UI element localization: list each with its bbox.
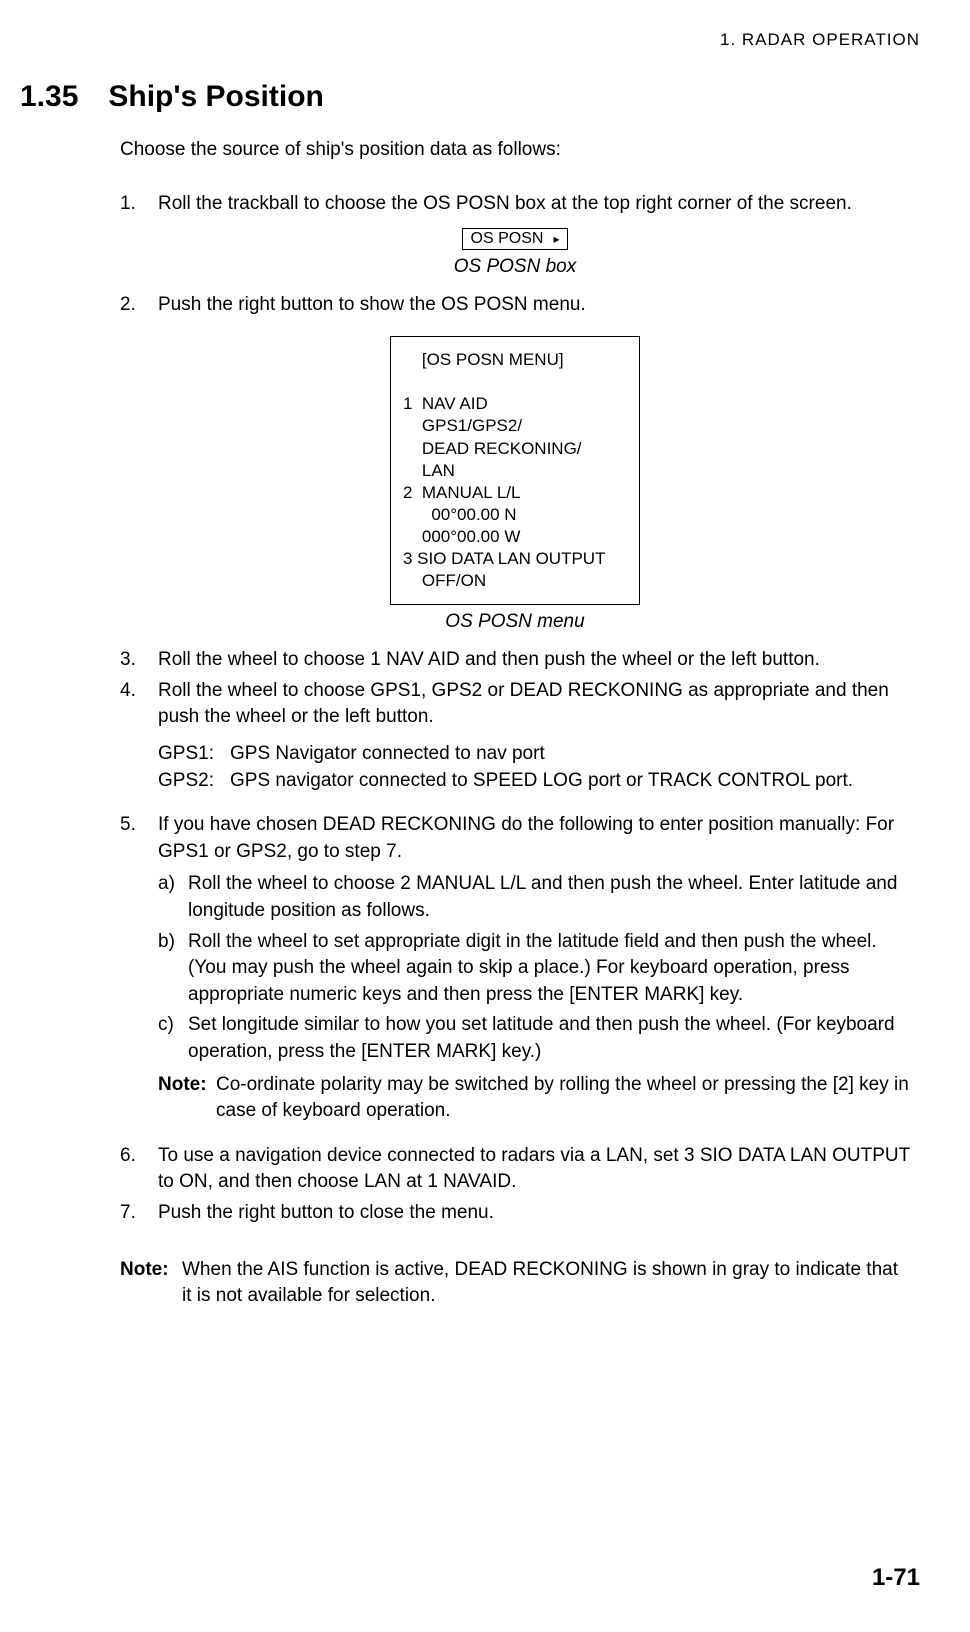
sub-step-letter: b) [158, 929, 182, 1009]
os-posn-box: OS POSN ▸ [462, 228, 569, 250]
step-7: 7. Push the right button to close the me… [120, 1200, 910, 1227]
os-posn-box-caption: OS POSN box [120, 256, 910, 278]
body-column: Choose the source of ship's position dat… [120, 139, 910, 1310]
step-list: 2. Push the right button to show the OS … [120, 292, 910, 319]
chapter-header: 1. RADAR OPERATION [20, 30, 920, 50]
step-text: Push the right button to close the menu. [158, 1200, 910, 1227]
sub-step-text: Set longitude similar to how you set lat… [188, 1012, 910, 1065]
step-number: 5. [120, 812, 146, 1139]
step-number: 2. [120, 292, 146, 319]
gps2-text: GPS navigator connected to SPEED LOG por… [230, 768, 910, 795]
note-text: When the AIS function is active, DEAD RE… [182, 1257, 910, 1310]
step-number: 4. [120, 678, 146, 808]
gps2-row: GPS2: GPS navigator connected to SPEED L… [158, 768, 910, 795]
gps1-text: GPS Navigator connected to nav port [230, 741, 910, 768]
step-number: 6. [120, 1143, 146, 1196]
step-2: 2. Push the right button to show the OS … [120, 292, 910, 319]
note-label: Note: [158, 1072, 210, 1125]
step-text: Roll the wheel to choose GPS1, GPS2 or D… [158, 678, 910, 808]
os-posn-menu-caption: OS POSN menu [120, 611, 910, 633]
final-note: Note: When the AIS function is active, D… [120, 1257, 910, 1310]
os-posn-label: OS POSN [471, 230, 544, 248]
step-text: To use a navigation device connected to … [158, 1143, 910, 1196]
step-6: 6. To use a navigation device connected … [120, 1143, 910, 1196]
step-text: Push the right button to show the OS POS… [158, 292, 910, 319]
step-list: 3. Roll the wheel to choose 1 NAV AID an… [120, 647, 910, 1226]
note-text: Co-ordinate polarity may be switched by … [216, 1072, 910, 1125]
gps2-label: GPS2: [158, 768, 220, 795]
page-number: 1-71 [872, 1564, 920, 1592]
step-4: 4. Roll the wheel to choose GPS1, GPS2 o… [120, 678, 910, 808]
page: 1. RADAR OPERATION 1.35 Ship's Position … [0, 0, 970, 1632]
gps1-label: GPS1: [158, 741, 220, 768]
sub-step-list: a) Roll the wheel to choose 2 MANUAL L/L… [158, 871, 910, 1065]
gps1-row: GPS1: GPS Navigator connected to nav por… [158, 741, 910, 768]
step-1: 1. Roll the trackball to choose the OS P… [120, 191, 910, 218]
step-text: Roll the wheel to choose 1 NAV AID and t… [158, 647, 910, 674]
section-heading: 1.35 Ship's Position [20, 80, 910, 114]
note-label: Note: [120, 1257, 172, 1310]
step-5-text: If you have chosen DEAD RECKONING do the… [158, 814, 894, 862]
dropdown-arrow-icon: ▸ [553, 232, 559, 246]
intro-text: Choose the source of ship's position dat… [120, 139, 910, 161]
section-title: Ship's Position [108, 80, 323, 114]
sub-step-text: Roll the wheel to choose 2 MANUAL L/L an… [188, 871, 910, 924]
step-5: 5. If you have chosen DEAD RECKONING do … [120, 812, 910, 1139]
step-3: 3. Roll the wheel to choose 1 NAV AID an… [120, 647, 910, 674]
menu-container: [OS POSN MENU] 1 NAV AID GPS1/GPS2/ DEAD… [120, 336, 910, 605]
sub-step-a: a) Roll the wheel to choose 2 MANUAL L/L… [158, 871, 910, 924]
sub-step-b: b) Roll the wheel to set appropriate dig… [158, 929, 910, 1009]
sub-step-c: c) Set longitude similar to how you set … [158, 1012, 910, 1065]
sub-step-text: Roll the wheel to set appropriate digit … [188, 929, 910, 1009]
step-number: 3. [120, 647, 146, 674]
os-posn-box-container: OS POSN ▸ [120, 228, 910, 250]
step-number: 1. [120, 191, 146, 218]
gps-definitions: GPS1: GPS Navigator connected to nav por… [158, 741, 910, 794]
sub-step-letter: c) [158, 1012, 182, 1065]
inline-note: Note: Co-ordinate polarity may be switch… [158, 1072, 910, 1125]
os-posn-menu-box: [OS POSN MENU] 1 NAV AID GPS1/GPS2/ DEAD… [390, 336, 640, 605]
step-text: Roll the trackball to choose the OS POSN… [158, 191, 910, 218]
section-number: 1.35 [20, 80, 78, 114]
sub-step-letter: a) [158, 871, 182, 924]
step-number: 7. [120, 1200, 146, 1227]
step-text: If you have chosen DEAD RECKONING do the… [158, 812, 910, 1139]
step-list: 1. Roll the trackball to choose the OS P… [120, 191, 910, 218]
step-4-text: Roll the wheel to choose GPS1, GPS2 or D… [158, 680, 889, 728]
